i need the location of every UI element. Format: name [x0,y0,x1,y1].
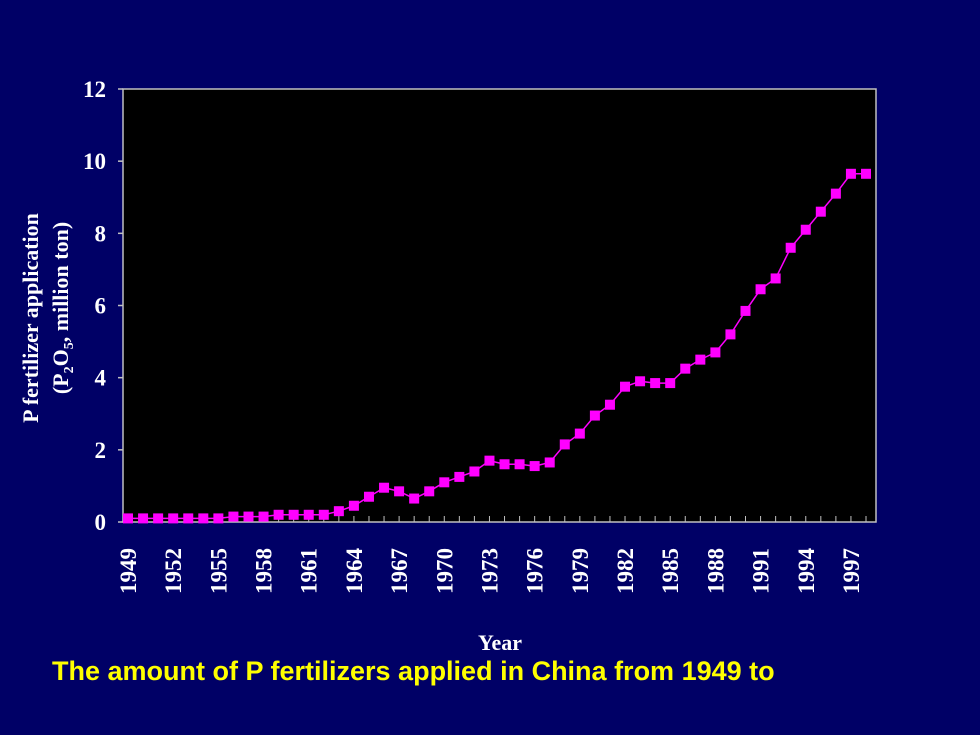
data-point [153,513,164,524]
y-axis-label-suffix: , million ton) [48,222,73,342]
data-point [123,513,133,524]
y-tick-label: 12 [83,77,106,102]
y-axis: 0 2 4 6 8 10 12 [83,77,123,535]
data-point [845,168,856,179]
data-point [243,511,254,522]
data-point [469,466,480,477]
data-point [830,188,841,199]
data-point [650,378,661,389]
x-tick-label: 1952 [161,548,186,594]
x-tick-label: 1955 [206,548,231,594]
x-tick-label: 1967 [387,548,412,594]
y-tick-label: 8 [95,221,107,246]
data-point [348,500,359,511]
data-point [635,376,646,387]
y-tick-label: 10 [83,149,106,174]
data-point [424,486,435,497]
data-point [710,347,721,358]
y-axis-label-middle: O [48,349,73,366]
data-point [168,513,179,524]
x-tick-label: 1973 [477,548,502,594]
x-tick-label: 1964 [342,548,367,595]
data-point [198,513,209,524]
data-point [815,206,826,217]
data-point [529,461,540,472]
x-tick-label: 1949 [116,548,141,594]
y-tick-label: 4 [95,366,107,391]
data-point [409,493,420,504]
y-tick-label: 6 [95,294,107,319]
data-point [138,513,149,524]
data-point [770,273,781,284]
y-axis-label-subscript-1: 2 [62,366,77,373]
data-point [333,506,344,517]
x-tick-label: 1958 [252,548,277,594]
slide-caption: The amount of P fertilizers applied in C… [52,656,775,686]
x-tick-label: 1997 [839,548,864,594]
x-tick-label: 1985 [658,548,683,594]
data-point [574,428,585,439]
y-tick-label: 2 [95,438,107,463]
x-tick-label: 1961 [297,548,322,594]
data-point [228,511,239,522]
data-point [755,284,766,295]
data-point [499,459,510,470]
x-tick-label: 1982 [613,548,638,594]
y-tick-label: 0 [95,510,107,535]
y-axis-label-prefix: (P [48,373,73,394]
data-point [559,439,570,450]
x-tick-label: 1976 [523,548,548,594]
data-point [589,410,600,421]
series-markers [123,168,871,524]
x-tick-label: 1979 [568,548,593,594]
data-point [318,509,329,520]
data-point [740,305,751,316]
plot-area [122,88,877,523]
data-point [785,242,796,253]
data-point [303,509,314,520]
data-point [213,513,224,524]
y-axis-label-subscript-2: 5 [62,342,77,349]
data-point [439,477,450,488]
data-point [620,381,631,392]
y-axis-label-line2: (P2O5, million ton) [48,222,77,394]
data-point [484,455,495,466]
data-point [604,399,615,410]
data-point [379,482,390,493]
x-tick-label: 1988 [703,548,728,594]
data-point [514,459,525,470]
data-point [800,224,811,235]
x-axis: 1949 1952 1955 1958 1961 1964 1967 1970 1973 1976… [116,516,867,595]
data-point [680,363,691,374]
data-point [183,513,194,524]
data-point [861,168,871,179]
data-point [288,509,299,520]
x-tick-label: 1994 [794,548,819,595]
data-point [363,491,374,502]
data-point [258,511,269,522]
data-point [273,509,284,520]
data-point [454,471,465,482]
data-point [665,378,676,389]
data-point [544,457,555,468]
data-point [725,329,736,340]
y-axis-label-line1: P fertilizer application [18,213,43,423]
x-tick-label: 1970 [432,548,457,594]
data-point [695,354,706,365]
x-axis-label: Year [478,630,522,655]
data-point [394,486,405,497]
x-tick-label: 1991 [749,548,774,594]
